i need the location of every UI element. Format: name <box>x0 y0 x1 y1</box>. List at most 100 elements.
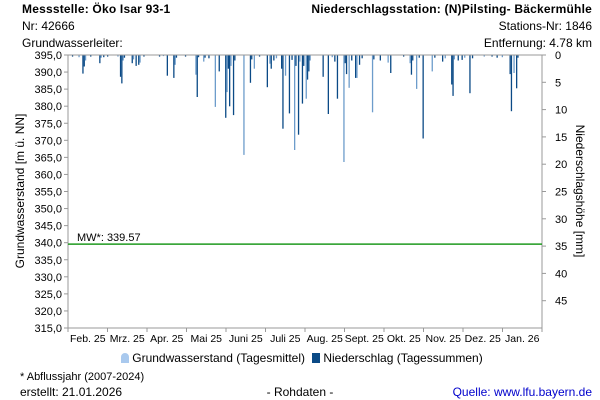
precipitation-bar <box>166 55 168 76</box>
precipitation-bar <box>249 55 252 83</box>
precipitation-bar <box>175 55 178 58</box>
precipitation-bar <box>358 55 361 65</box>
y-tick-label: 330,0 <box>34 272 62 284</box>
y-tick-label: 395,0 <box>34 50 62 62</box>
precipitation-bar <box>334 55 336 62</box>
y-tick-label: 345,0 <box>34 221 62 233</box>
y-tick-label: 375,0 <box>34 118 62 130</box>
x-tick-label: Nov. 25 <box>426 333 462 345</box>
source-link[interactable]: Quelle: www.lfu.bayern.de <box>452 385 592 399</box>
precipitation-bar <box>253 55 255 69</box>
precipitation-bar <box>90 55 92 57</box>
precipitation-bar <box>452 55 454 96</box>
precipitation-bar <box>135 55 137 66</box>
precipitation-bar <box>258 55 261 57</box>
precipitation-bar <box>78 55 80 58</box>
precipitation-bar <box>348 55 350 88</box>
precipitation-bar <box>327 55 329 114</box>
precipitation-bar <box>345 55 348 75</box>
y-tick-label: 355,0 <box>34 187 62 199</box>
y-tick-label: 380,0 <box>34 101 62 113</box>
x-tick-label: Dez. 25 <box>465 333 501 345</box>
precipitation-bar <box>294 55 296 150</box>
precipitation-bar <box>117 55 119 57</box>
precipitation-bar <box>122 55 124 61</box>
aquifer-label: Grundwasserleiter: <box>22 36 123 50</box>
precipitation-bar <box>418 55 420 58</box>
precipitation-bar <box>416 55 418 89</box>
precipitation-bar <box>412 55 414 61</box>
precipitation-bar <box>162 55 165 57</box>
precipitation-bar <box>119 55 122 77</box>
precipitation-bar <box>143 55 145 57</box>
precipitation-bar <box>243 55 245 155</box>
y-tick-label: 360,0 <box>34 169 62 181</box>
precip-station-distance: Entfernung: 4.78 km <box>483 36 592 50</box>
precipitation-bar <box>196 55 198 97</box>
y2-tick-label: 25 <box>555 187 567 199</box>
precipitation-bar <box>195 55 197 75</box>
precipitation-bar <box>123 55 126 58</box>
precipitation-bar <box>322 55 324 77</box>
precipitation-bars <box>71 55 519 162</box>
precipitation-bar <box>132 55 135 60</box>
precipitation-bar <box>208 55 210 59</box>
x-tick-label: Feb. 25 <box>70 333 106 345</box>
y-tick-label: 340,0 <box>34 238 62 250</box>
precipitation-bar <box>230 55 232 66</box>
created-date: erstellt: 21.01.2026 <box>20 385 123 399</box>
precipitation-bar <box>71 55 74 57</box>
legend-groundwater: Grundwasserstand (Tagesmittel) <box>132 350 305 365</box>
precipitation-bar <box>184 55 187 57</box>
precipitation-bar <box>442 55 444 62</box>
x-tick-label: Okt. 25 <box>387 333 421 345</box>
precipitation-bar <box>309 55 311 61</box>
precipitation-bar <box>229 55 231 107</box>
precipitation-bar <box>331 55 333 58</box>
precipitation-bar <box>336 55 339 99</box>
precipitation-bar <box>291 55 293 60</box>
precipitation-bar <box>173 55 175 78</box>
precipitation-bar <box>409 55 411 64</box>
precipitation-bar <box>232 55 235 116</box>
precipitation-bar <box>297 55 300 135</box>
y2-tick-label: 40 <box>555 268 567 280</box>
y2-tick-label: 45 <box>555 296 567 308</box>
x-tick-label: Juli 25 <box>270 333 301 345</box>
precipitation-bar <box>306 55 309 80</box>
precipitation-bar <box>299 55 301 62</box>
precipitation-bar <box>361 55 363 59</box>
precipitation-bar <box>379 55 381 61</box>
precipitation-bar <box>218 55 220 72</box>
precipitation-bar <box>121 55 123 84</box>
precipitation-bar <box>226 55 228 93</box>
precipitation-bar <box>225 55 227 118</box>
x-tick-label: Sept. 25 <box>345 333 384 345</box>
precipitation-bar <box>343 55 345 162</box>
y2-axis-label: Niederschlagshöhe [mm] <box>573 125 587 258</box>
precipitation-bar <box>295 55 297 66</box>
precipitation-bar <box>308 55 310 72</box>
precip-station-number: Stations-Nr: 1846 <box>498 19 592 33</box>
precipitation-bar <box>491 55 493 57</box>
precipitation-bar <box>138 55 140 65</box>
y2-tick-label: 35 <box>555 241 567 253</box>
precipitation-bar <box>457 55 459 61</box>
precipitation-bar <box>100 55 102 58</box>
precipitation-bar <box>451 55 453 85</box>
y-tick-label: 325,0 <box>34 289 62 301</box>
precipitation-bar <box>214 55 216 107</box>
y-tick-label: 350,0 <box>34 204 62 216</box>
precipitation-bar <box>269 55 271 64</box>
precipitation-bar <box>410 55 413 75</box>
precipitation-bar <box>516 55 518 89</box>
precipitation-bar <box>204 55 206 58</box>
precipitation-bar <box>351 55 353 61</box>
y2-tick-label: 5 <box>555 77 561 89</box>
x-tick-label: Juni 25 <box>229 333 263 345</box>
station-number: Nr: 42666 <box>22 19 75 33</box>
precipitation-bar <box>131 55 133 64</box>
y2-tick-label: 20 <box>555 159 567 171</box>
precipitation-bar <box>403 55 405 57</box>
